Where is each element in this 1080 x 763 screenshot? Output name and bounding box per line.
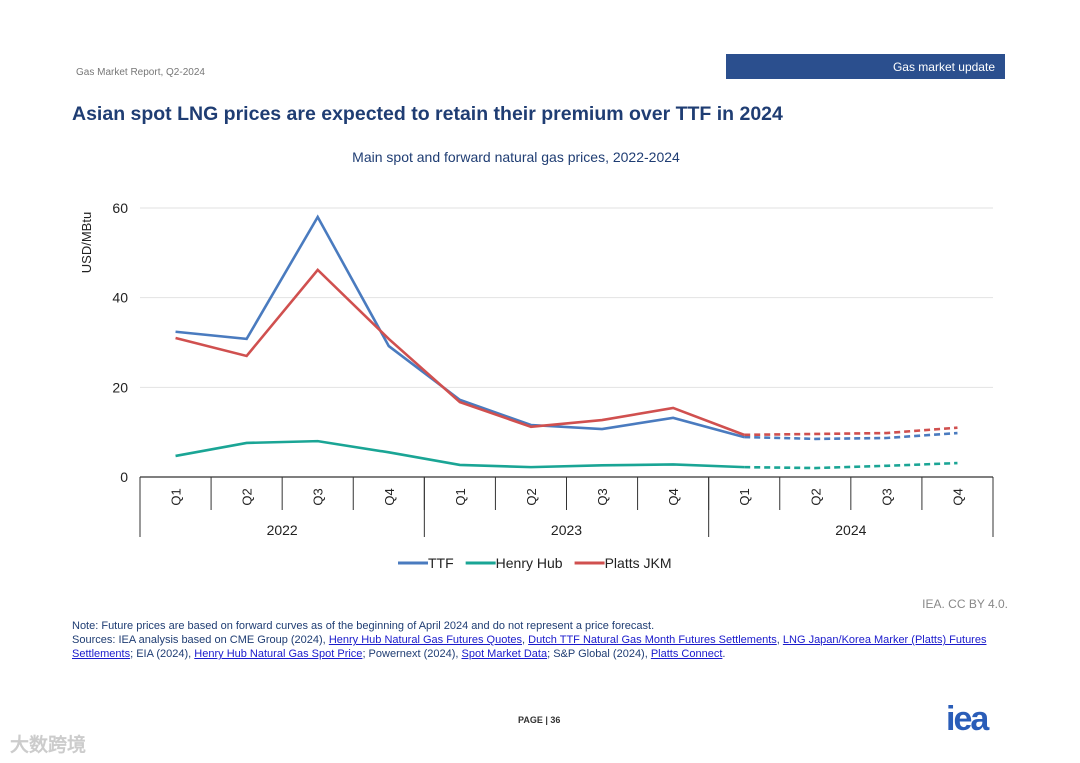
chart-title: Main spot and forward natural gas prices… [352,149,680,165]
page-number: PAGE | 36 [518,715,561,725]
src-text: Sources: IEA analysis based on CME Group… [72,634,329,646]
series-line-platts-jkm [175,267,745,437]
x-tick-label: Q3 [595,488,610,505]
src-text: , [522,634,529,646]
y-tick-label: 20 [112,379,128,395]
source-link[interactable]: Henry Hub Natural Gas Spot Price [194,648,363,660]
x-group-label: 2023 [551,522,582,538]
x-tick-label: Q4 [950,488,965,505]
y-tick-label: 40 [112,290,128,306]
source-link[interactable]: Platts Connect [650,648,723,660]
x-tick-label: Q1 [453,488,468,505]
series-forecast-platts-jkm [744,426,958,437]
credit: IEA. CC BY 4.0. [922,597,1008,611]
x-tick-label: Q4 [382,488,397,505]
x-tick-label: Q3 [879,488,894,505]
legend-label: Henry Hub [496,555,563,571]
series-line-henry-hub [175,439,745,469]
x-tick-label: Q1 [737,488,752,505]
section-badge: Gas market update [726,54,1005,79]
x-group-label: 2022 [267,522,298,538]
source-link[interactable]: Henry Hub Natural Gas Futures Quotes [328,634,523,646]
source-link[interactable]: Spot Market Data [461,648,548,660]
src-text: ; Powernext (2024), [362,648,462,660]
watermark: 大数跨境 [10,735,87,756]
x-tick-label: Q2 [240,488,255,505]
legend-label: TTF [428,555,454,571]
src-text: , [776,634,783,646]
x-tick-label: Q1 [169,488,184,505]
note-text: Note: Future prices are based on forward… [72,620,655,632]
source-link[interactable]: Dutch TTF Natural Gas Month Futures Sett… [528,634,777,646]
series-forecast-ttf [744,431,958,441]
x-tick-label: Q2 [808,488,823,505]
src-text: ; S&P Global (2024), [547,648,651,660]
x-group-label: 2024 [835,522,866,538]
y-axis-label: USD/MBtu [79,212,94,273]
y-tick-label: 60 [112,200,128,216]
iea-logo: iea [946,700,989,738]
x-tick-label: Q3 [311,488,326,505]
x-tick-label: Q4 [666,488,681,505]
y-tick-label: 0 [120,469,128,485]
page-title: Asian spot LNG prices are expected to re… [72,103,783,125]
x-tick-label: Q2 [524,488,539,505]
sources-text: Sources: IEA analysis based on CME Group… [72,633,1007,661]
line-chart: 0 20 40 60 USD/MBtu Q1 Q2 Q3 Q4 Q1 Q2 Q3 Q4 Q1 Q2 Q3 Q4 2… [79,200,994,571]
legend-label: Platts JKM [605,555,672,571]
src-text: ; EIA (2024), [130,648,195,660]
series-forecast-henry-hub [744,461,958,470]
report-name: Gas Market Report, Q2-2024 [76,67,205,78]
series-line-ttf [175,214,745,439]
src-text: . [722,648,726,660]
notes: Note: Future prices are based on forward… [72,619,1007,661]
source-link[interactable]: LNG Japan/Korea Marker (Platts) Futures … [72,634,987,660]
